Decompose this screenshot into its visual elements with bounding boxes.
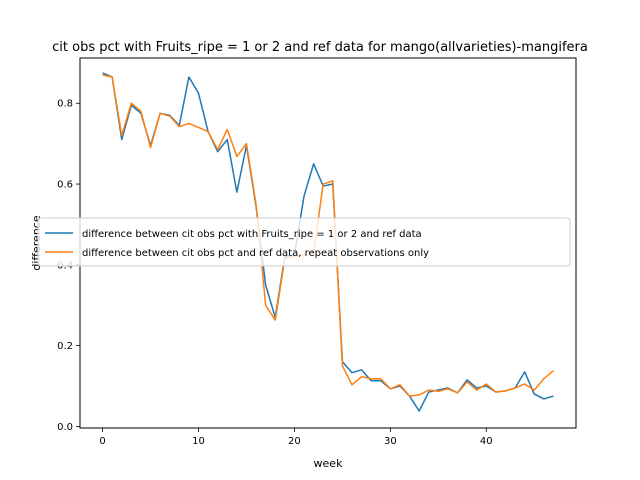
series-line-1 xyxy=(102,72,554,412)
y-tick-label: 0.0 xyxy=(57,422,73,433)
y-tick-label: 0.8 xyxy=(57,99,73,110)
x-axis: 0 10 20 30 40 xyxy=(99,428,493,447)
x-tick-label: 30 xyxy=(384,436,397,447)
series-line-2 xyxy=(102,74,554,397)
y-tick-label: 0.6 xyxy=(57,180,73,191)
y-tick-label: 0.2 xyxy=(57,341,73,352)
x-axis-label: week xyxy=(314,457,344,470)
x-tick-label: 10 xyxy=(192,436,205,447)
legend: difference between cit obs pct with Frui… xyxy=(37,217,571,267)
x-tick-label: 0 xyxy=(99,436,105,447)
x-tick-label: 20 xyxy=(288,436,301,447)
legend-box xyxy=(37,217,571,267)
chart-title: cit obs pct with Fruits_ripe = 1 or 2 an… xyxy=(52,40,588,55)
legend-entry: difference between cit obs pct with Frui… xyxy=(82,229,422,240)
x-tick-label: 40 xyxy=(480,436,493,447)
legend-entry: difference between cit obs pct and ref d… xyxy=(82,248,429,259)
